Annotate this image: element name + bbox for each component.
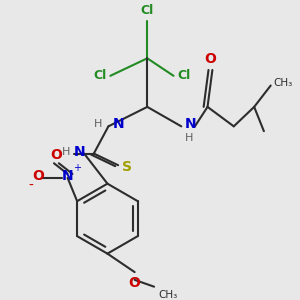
- Text: S: S: [122, 160, 132, 174]
- Text: +: +: [73, 163, 81, 173]
- Text: H: H: [185, 133, 194, 143]
- Text: Cl: Cl: [93, 69, 106, 82]
- Text: O: O: [32, 169, 44, 183]
- Text: Cl: Cl: [141, 4, 154, 17]
- Text: CH₃: CH₃: [158, 290, 177, 300]
- Text: N: N: [112, 117, 124, 131]
- Text: O: O: [205, 52, 216, 66]
- Text: H: H: [62, 147, 70, 157]
- Text: O: O: [50, 148, 62, 163]
- Text: CH₃: CH₃: [274, 78, 293, 88]
- Text: N: N: [185, 117, 197, 131]
- Text: N: N: [74, 145, 85, 159]
- Text: N: N: [62, 169, 74, 183]
- Text: Cl: Cl: [177, 69, 191, 82]
- Text: -: -: [28, 178, 33, 193]
- Text: O: O: [129, 276, 141, 290]
- Text: H: H: [94, 119, 103, 129]
